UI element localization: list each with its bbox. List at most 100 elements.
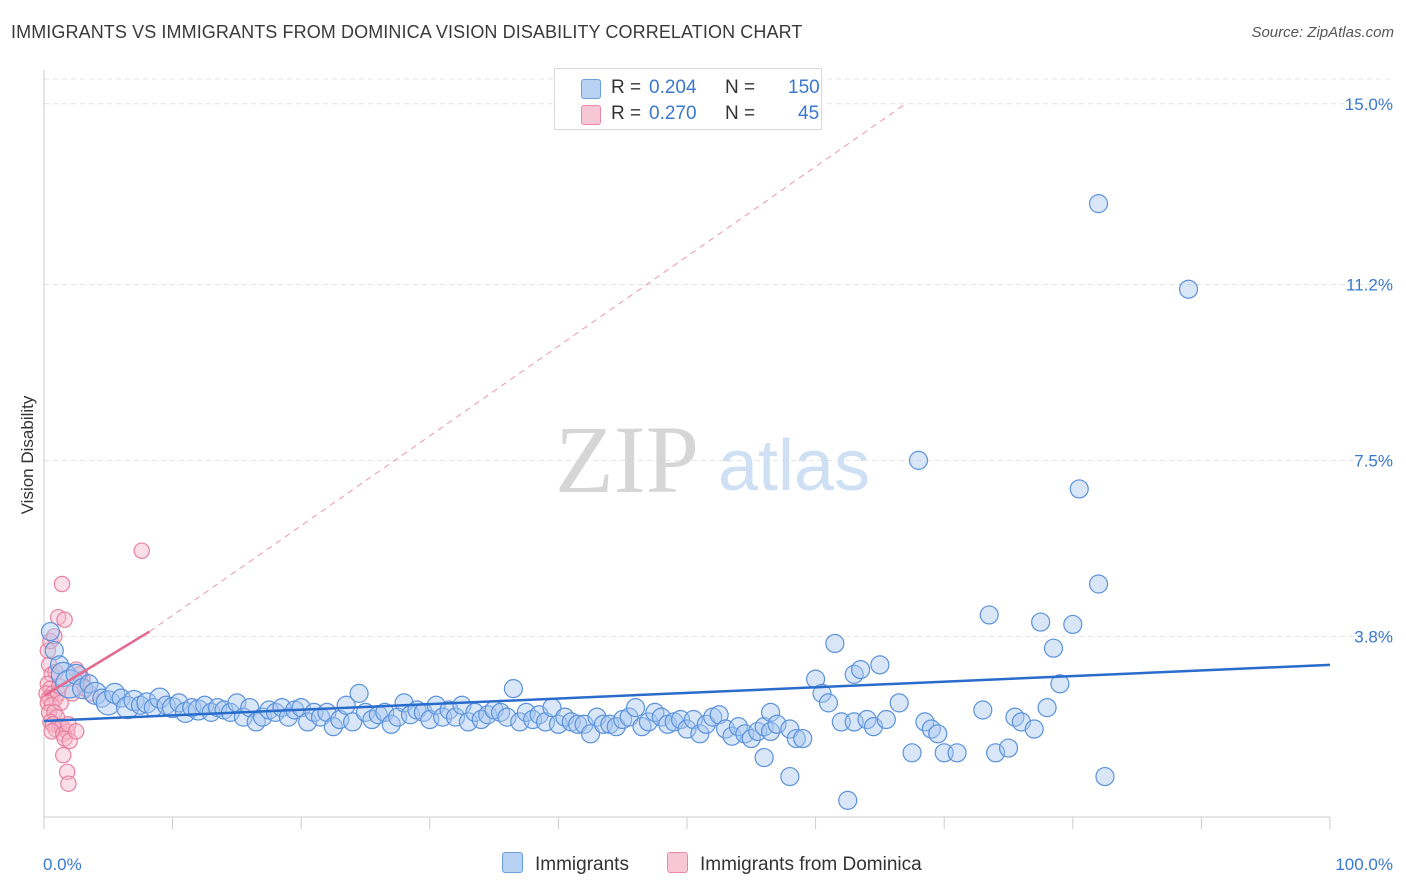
data-point-immigrants: [677, 719, 697, 739]
legend-r-label: R =: [611, 77, 642, 98]
data-point-dominica: [67, 723, 85, 740]
data-point-immigrants: [92, 688, 112, 708]
data-point-dominica: [56, 611, 73, 628]
data-point-immigrants: [857, 709, 877, 730]
trend-line-immigrants: [43, 663, 1331, 723]
y-tick-label: 7.5%: [1354, 451, 1393, 470]
data-point-immigrants: [889, 693, 909, 713]
trend-layer: [43, 103, 1331, 723]
data-point-immigrants: [1024, 719, 1044, 739]
data-point-immigrants: [979, 605, 999, 625]
data-point-immigrants: [323, 717, 343, 737]
data-point-immigrants: [902, 743, 922, 763]
data-point-immigrants: [760, 702, 781, 722]
bottom-legend-immigrants: Immigrants: [502, 852, 629, 876]
watermark-atlas: atlas: [718, 426, 870, 506]
data-point-immigrants: [973, 700, 993, 720]
data-point-immigrants: [1088, 574, 1109, 594]
data-point-immigrants: [104, 682, 126, 704]
trend-line-dominica: [43, 630, 151, 697]
bottom-legend-label-immigrants: Immigrants: [535, 854, 629, 875]
grid-layer: [44, 78, 1393, 637]
legend-r-value-immigrants: 0.204: [649, 77, 697, 98]
data-point-immigrants: [71, 678, 94, 700]
data-point-immigrants: [741, 728, 761, 749]
data-point-dominica: [53, 575, 71, 593]
y-tick-label: 3.8%: [1354, 627, 1393, 646]
data-point-immigrants: [690, 724, 710, 744]
x-tick-label-min: 0.0%: [43, 855, 82, 874]
data-point-immigrants: [760, 721, 781, 742]
data-point-dominica: [55, 746, 72, 764]
data-point-dominica: [60, 775, 77, 792]
data-point-immigrants: [40, 621, 61, 642]
bottom-legend-label-dominica: Immigrants from Dominica: [700, 854, 922, 875]
data-point-immigrants: [1069, 479, 1089, 499]
data-point-immigrants: [793, 728, 813, 749]
data-point-immigrants: [349, 683, 369, 703]
data-point-immigrants: [767, 714, 787, 734]
bottom-legend-dominica: Immigrants from Dominica: [667, 852, 922, 876]
data-point-immigrants: [44, 640, 64, 661]
data-point-immigrants: [780, 766, 800, 787]
bottom-legend-swatch-dominica: [667, 852, 688, 873]
data-point-immigrants: [998, 738, 1019, 758]
data-point-immigrants: [696, 714, 716, 734]
data-point-immigrants: [1088, 194, 1109, 214]
data-point-dominica: [58, 763, 76, 781]
bottom-legend-swatch-immigrants: [502, 852, 523, 873]
data-point-dominica: [49, 609, 67, 626]
data-point-immigrants: [625, 698, 646, 718]
data-point-immigrants: [1095, 766, 1115, 787]
chart-title: IMMIGRANTS VS IMMIGRANTS FROM DOMINICA V…: [11, 22, 803, 42]
data-point-immigrants: [928, 724, 948, 744]
y-tick-label: 15.0%: [1345, 95, 1393, 114]
data-point-immigrants: [651, 707, 671, 727]
data-point-immigrants: [870, 655, 890, 675]
data-point-immigrants: [445, 707, 466, 727]
tick-labels: 0.0% 100.0% 3.8% 7.5% 11.2% 15.0%: [43, 95, 1393, 874]
data-point-immigrants: [278, 707, 298, 727]
x-tick-label-max: 100.0%: [1335, 855, 1393, 874]
data-point-immigrants: [95, 690, 121, 716]
data-point-immigrants: [606, 717, 626, 737]
data-point-immigrants: [947, 743, 967, 763]
y-tick-label: 11.2%: [1346, 275, 1393, 294]
legend-swatch-immigrants: [581, 79, 601, 99]
data-point-immigrants: [986, 743, 1006, 763]
data-point-immigrants: [818, 693, 839, 713]
legend-r-label: R =: [611, 103, 642, 124]
data-point-immigrants: [780, 719, 800, 739]
watermark-zip: ZIP: [555, 406, 699, 513]
data-point-immigrants: [580, 724, 601, 744]
data-point-immigrants: [568, 714, 588, 734]
stats-legend: R = 0.204 N = 150 R = 0.270 N = 45: [554, 68, 822, 130]
data-point-immigrants: [915, 712, 935, 732]
data-point-immigrants: [786, 728, 806, 749]
legend-r-value-dominica: 0.270: [649, 103, 697, 124]
data-point-immigrants: [343, 712, 363, 732]
data-point-immigrants: [754, 747, 774, 768]
data-point-immigrants: [619, 707, 639, 727]
data-point-immigrants: [123, 689, 145, 712]
legend-swatch-dominica: [581, 105, 601, 125]
immigrants-points: [40, 194, 1199, 810]
data-point-immigrants: [825, 633, 845, 654]
data-point-immigrants: [851, 659, 871, 680]
data-point-dominica: [133, 542, 150, 559]
data-point-immigrants: [683, 709, 704, 730]
data-point-immigrants: [638, 712, 659, 732]
data-point-immigrants: [876, 709, 896, 730]
source-label: Source: ZipAtlas.com: [1251, 24, 1394, 41]
data-point-immigrants: [291, 698, 311, 718]
data-point-immigrants: [709, 705, 729, 725]
data-point-dominica: [61, 732, 78, 750]
data-point-immigrants: [1031, 612, 1051, 632]
data-point-immigrants: [439, 700, 459, 720]
data-point-immigrants: [838, 790, 858, 810]
data-point-immigrants: [503, 679, 523, 699]
data-point-immigrants: [174, 701, 197, 723]
data-point-immigrants: [375, 702, 395, 722]
data-point-immigrants: [497, 707, 517, 727]
